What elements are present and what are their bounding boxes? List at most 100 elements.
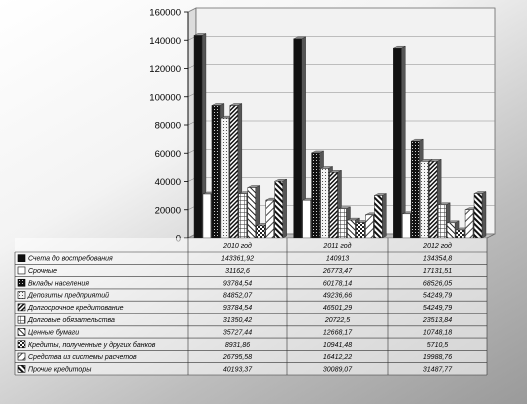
legend-series-label: Срочные bbox=[28, 268, 57, 275]
y-tick-label: 140000 bbox=[149, 36, 181, 47]
data-value: 26773,47 bbox=[322, 268, 353, 275]
bar bbox=[374, 193, 387, 239]
bar-front bbox=[338, 208, 347, 239]
bar-front bbox=[446, 222, 456, 239]
data-value: 31487,77 bbox=[423, 366, 453, 373]
gridline bbox=[187, 7, 495, 13]
bar-front bbox=[473, 193, 483, 239]
legend-swatch bbox=[17, 340, 26, 349]
data-value: 49236,66 bbox=[323, 293, 352, 300]
bar-front bbox=[274, 180, 283, 239]
data-value: 31162,6 bbox=[225, 268, 250, 275]
legend-series-label: Счета до востребования bbox=[28, 255, 113, 263]
data-value: 23513,84 bbox=[422, 317, 452, 324]
bar-side bbox=[481, 191, 487, 239]
bar-front bbox=[356, 222, 365, 239]
data-value: 30089,07 bbox=[323, 366, 353, 373]
bar-front bbox=[419, 161, 429, 239]
bar-front bbox=[193, 35, 203, 239]
bar-front bbox=[211, 105, 221, 239]
data-value: 54249,79 bbox=[423, 293, 452, 300]
legend-swatch bbox=[17, 278, 26, 287]
bar-front bbox=[374, 195, 383, 239]
bar bbox=[274, 178, 287, 239]
y-tick-label: 80000 bbox=[155, 121, 181, 132]
legend-series-label: Депозиты предприятий bbox=[27, 292, 109, 300]
bar-front bbox=[247, 187, 257, 239]
legend-swatch bbox=[17, 365, 26, 373]
legend-swatch bbox=[17, 254, 26, 262]
data-value: 31350,42 bbox=[223, 317, 252, 324]
data-value: 20722,5 bbox=[324, 317, 350, 324]
bar-front bbox=[365, 214, 374, 239]
data-value: 35727,44 bbox=[223, 329, 252, 336]
data-value: 40193,37 bbox=[223, 366, 253, 373]
data-value: 134354,8 bbox=[423, 256, 452, 263]
bar bbox=[393, 45, 406, 239]
x-category-label: 2012 год bbox=[422, 242, 452, 250]
legend-swatch bbox=[17, 303, 26, 312]
data-value: 12668,17 bbox=[323, 329, 353, 336]
bar-side bbox=[382, 193, 387, 239]
bar-front bbox=[455, 229, 465, 239]
y-tick-label: 160000 bbox=[149, 8, 181, 19]
y-tick-label: 20000 bbox=[155, 205, 181, 216]
y-tick-label: 40000 bbox=[155, 177, 181, 188]
legend-swatch bbox=[17, 328, 26, 336]
data-table bbox=[15, 238, 487, 375]
data-value: 46501,29 bbox=[323, 305, 352, 312]
bar-front bbox=[402, 213, 411, 239]
data-value: 10941,48 bbox=[323, 342, 352, 349]
bar-front bbox=[320, 168, 329, 239]
bar bbox=[473, 191, 487, 239]
data-value: 10748,18 bbox=[423, 329, 452, 336]
bar-front bbox=[464, 209, 474, 239]
bar-front bbox=[302, 199, 311, 239]
legend-series-label: Средства из системы расчетов bbox=[28, 353, 137, 361]
bar-front bbox=[202, 193, 212, 239]
y-tick-label: 60000 bbox=[155, 149, 181, 160]
legend-series-label: Кредиты, полученные у других банков bbox=[28, 341, 156, 349]
legend-swatch bbox=[17, 266, 26, 275]
data-value: 93784,54 bbox=[223, 280, 252, 287]
legend-series-label: Вклады населения bbox=[28, 279, 89, 287]
bar-front bbox=[329, 172, 338, 239]
data-value: 84852,07 bbox=[223, 293, 253, 300]
legend-swatch bbox=[17, 315, 26, 324]
bar-front bbox=[293, 38, 302, 239]
bar-front bbox=[411, 140, 420, 239]
bar-front bbox=[238, 193, 248, 239]
data-value: 26795,58 bbox=[222, 354, 252, 361]
bar-front bbox=[311, 152, 320, 239]
data-value: 8931,86 bbox=[225, 342, 250, 349]
data-value: 54249,79 bbox=[423, 305, 452, 312]
data-value: 16412,22 bbox=[323, 354, 352, 361]
bar-front bbox=[220, 117, 230, 239]
legend-series-label: Прочие кредиторы bbox=[28, 365, 92, 373]
data-value: 143361,92 bbox=[221, 256, 254, 263]
bar-front bbox=[256, 225, 265, 239]
bar-front bbox=[428, 161, 438, 239]
bar-front bbox=[265, 199, 274, 239]
x-category-label: 2010 год bbox=[222, 242, 252, 250]
data-value: 60178,14 bbox=[323, 280, 352, 287]
bar-side bbox=[282, 178, 287, 239]
y-tick-label: 100000 bbox=[149, 92, 181, 103]
bar-front bbox=[347, 219, 356, 239]
data-value: 17131,51 bbox=[423, 268, 452, 275]
data-value: 68526,05 bbox=[423, 280, 452, 287]
data-value: 5710,5 bbox=[427, 342, 449, 349]
data-value: 93784,54 bbox=[223, 305, 252, 312]
legend-series-label: Долгосрочное кредитование bbox=[27, 304, 124, 312]
legend-series-label: Долговые обязательства bbox=[27, 316, 115, 324]
data-value: 19988,76 bbox=[423, 354, 452, 361]
bar-front bbox=[229, 105, 239, 239]
bar-front bbox=[437, 204, 447, 239]
y-tick-label: 120000 bbox=[149, 64, 181, 75]
bar-front bbox=[393, 47, 402, 239]
x-category-label: 2011 год bbox=[322, 242, 351, 250]
legend-series-label: Ценные бумаги bbox=[28, 328, 79, 336]
legend-swatch bbox=[17, 291, 26, 299]
legend-swatch bbox=[17, 352, 26, 361]
bar-side bbox=[401, 45, 406, 239]
